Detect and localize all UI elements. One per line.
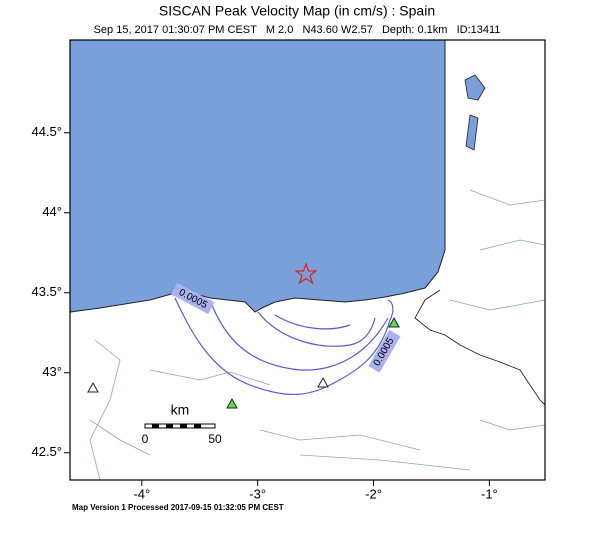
- station: [317, 376, 329, 388]
- contour: [257, 311, 376, 347]
- x-tick-label: -4°: [133, 486, 150, 501]
- contour-label-box: [171, 282, 215, 315]
- footer: Map Version 1 Processed 2017-09-15 01:32…: [72, 503, 284, 512]
- scale-label: 0: [142, 432, 149, 446]
- station: [226, 397, 238, 409]
- x-tick-label: -1°: [481, 486, 498, 501]
- y-tick-label: 42.5°: [31, 444, 62, 459]
- rivers: [89, 189, 546, 481]
- scale-label: 50: [208, 432, 222, 446]
- contour-label-box: [368, 329, 401, 373]
- y-tick-label: 43°: [42, 364, 62, 379]
- scale-bar: [166, 424, 173, 428]
- contour: [274, 314, 351, 330]
- scale-bar: [180, 424, 187, 428]
- y-tick-label: 44°: [42, 204, 62, 219]
- epicenter: [294, 262, 318, 285]
- border: [414, 289, 546, 406]
- y-tick-label: 44.5°: [31, 124, 62, 139]
- lakes: [464, 74, 486, 151]
- scale-bar: [152, 424, 159, 428]
- ocean: [69, 39, 446, 313]
- x-tick-label: -3°: [249, 486, 266, 501]
- station: [87, 381, 99, 393]
- title: SISCAN Peak Velocity Map (in cm/s) : Spa…: [159, 3, 435, 19]
- subtitle: Sep 15, 2017 01:30:07 PM CEST M 2.0 N43.…: [94, 24, 501, 36]
- map-frame: [69, 39, 546, 481]
- station: [388, 316, 400, 328]
- scale-unit: km: [171, 402, 190, 418]
- scale-bar: [194, 424, 201, 428]
- y-tick-label: 43.5°: [31, 284, 62, 299]
- x-tick-label: -2°: [365, 486, 382, 501]
- contour: [209, 299, 389, 371]
- contour: [174, 297, 394, 395]
